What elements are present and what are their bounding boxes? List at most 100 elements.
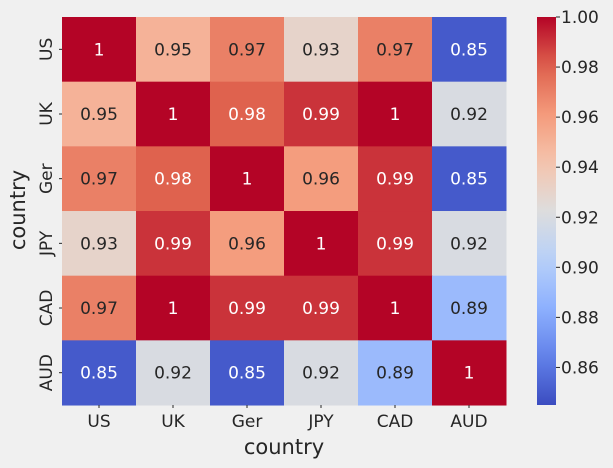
- cell-value-label: 0.95: [154, 40, 192, 60]
- cell-value-label: 0.96: [302, 170, 340, 190]
- cell-value-label: 1: [390, 105, 401, 125]
- y-tick-label: AUD: [37, 354, 57, 391]
- cell-value-label: 0.93: [302, 40, 340, 60]
- x-tick-label: US: [87, 412, 110, 432]
- heatmap-cell: [284, 275, 359, 341]
- cell-value-label: 0.89: [450, 299, 488, 319]
- heatmap-cell: [284, 340, 359, 406]
- cell-value-label: 0.99: [228, 299, 266, 319]
- y-tick-label: UK: [37, 101, 57, 125]
- cell-value-label: 0.97: [376, 40, 414, 60]
- heatmap-cell: [62, 81, 137, 147]
- colorbar-tick-label: 1.00: [561, 8, 599, 28]
- cell-value-label: 0.93: [80, 234, 118, 254]
- cell-value-label: 0.85: [450, 40, 488, 60]
- cell-value-label: 0.97: [80, 299, 118, 319]
- heatmap-cell: [358, 211, 433, 277]
- colorbar-tick-label: 0.88: [561, 308, 599, 328]
- x-tick-label: JPY: [307, 412, 334, 432]
- cell-value-label: 1: [168, 105, 179, 125]
- heatmap-cell: [62, 146, 137, 212]
- colorbar-tick-label: 0.92: [561, 208, 599, 228]
- heatmap-cell: [62, 275, 137, 341]
- colorbar-ticks: 1.00 0.98 0.96 0.94 0.92 0.90 0.88 0.86: [556, 8, 599, 378]
- y-tick-label: US: [37, 38, 57, 61]
- heatmap-cell: [358, 146, 433, 212]
- cell-value-label: 1: [242, 170, 253, 190]
- cell-value-label: 1: [94, 40, 105, 60]
- heatmap-cell: [136, 17, 211, 83]
- cell-value-label: 1: [390, 299, 401, 319]
- heatmap-cell: [432, 146, 507, 212]
- cell-value-label: 0.92: [154, 364, 192, 384]
- cell-value-label: 0.97: [80, 170, 118, 190]
- heatmap-cell: [136, 211, 211, 277]
- cell-value-label: 0.99: [376, 234, 414, 254]
- heatmap-cell: [136, 275, 211, 341]
- cell-value-label: 0.92: [450, 234, 488, 254]
- heatmap-cell: [210, 81, 285, 147]
- heatmap-cell: [432, 275, 507, 341]
- heatmap-cell: [284, 146, 359, 212]
- heatmap-cell: [210, 340, 285, 406]
- cell-value-label: 1: [464, 364, 475, 384]
- cell-value-label: 0.89: [376, 364, 414, 384]
- cell-value-label: 0.85: [80, 364, 118, 384]
- heatmap-cell: [62, 340, 137, 406]
- cell-value-label: 0.96: [228, 234, 266, 254]
- y-axis-label: country: [6, 170, 30, 250]
- heatmap-cell: [432, 17, 507, 83]
- heatmap-cell: [210, 146, 285, 212]
- heatmap-cell: [358, 17, 433, 83]
- heatmap-cell: [210, 211, 285, 277]
- cell-value-label: 0.92: [450, 105, 488, 125]
- y-tick-label: CAD: [37, 290, 57, 327]
- heatmap-cell: [432, 340, 507, 406]
- colorbar-tick-label: 0.94: [561, 158, 599, 178]
- heatmap-cell: [284, 211, 359, 277]
- heatmap-cell: [210, 275, 285, 341]
- cell-value-label: 0.99: [154, 234, 192, 254]
- x-tick-label: AUD: [450, 412, 487, 432]
- cell-value-label: 0.99: [302, 105, 340, 125]
- x-axis-label: country: [244, 435, 324, 459]
- heatmap-cell: [136, 81, 211, 147]
- heatmap-cell: [432, 81, 507, 147]
- heatmap-cell: [358, 81, 433, 147]
- cell-value-label: 0.92: [302, 364, 340, 384]
- colorbar: [537, 17, 556, 405]
- x-tick-label: CAD: [377, 412, 414, 432]
- y-tick-label: Ger: [37, 163, 57, 194]
- colorbar-tick-label: 0.96: [561, 108, 599, 128]
- cell-value-label: 0.97: [228, 40, 266, 60]
- x-tick-label: Ger: [232, 412, 263, 432]
- heatmap-cell: [358, 275, 433, 341]
- heatmap-cell: [62, 211, 137, 277]
- colorbar-tick-label: 0.90: [561, 258, 599, 278]
- cell-value-label: 0.95: [80, 105, 118, 125]
- heatmap-cell: [210, 17, 285, 83]
- heatmap-cell: [62, 17, 137, 83]
- x-tick-labels: US UK Ger JPY CAD AUD: [87, 405, 488, 432]
- colorbar-tick-label: 0.86: [561, 358, 599, 378]
- x-tick-label: UK: [161, 412, 185, 432]
- cell-value-label: 0.99: [376, 170, 414, 190]
- y-tick-label: JPY: [37, 230, 57, 257]
- heatmap-cell: [136, 146, 211, 212]
- heatmap-cells: 1 0.95 0.97 0.93 0.97 0.85 0.95 1 0.98 0.99 1 0.92 0…: [62, 17, 507, 406]
- cell-value-label: 0.85: [450, 170, 488, 190]
- cell-value-label: 0.85: [228, 364, 266, 384]
- colorbar-tick-label: 0.98: [561, 58, 599, 78]
- heatmap-cell: [358, 340, 433, 406]
- heatmap-cell: [432, 211, 507, 277]
- cell-value-label: 0.99: [302, 299, 340, 319]
- cell-value-label: 0.98: [154, 170, 192, 190]
- heatmap-cell: [136, 340, 211, 406]
- heatmap-cell: [284, 17, 359, 83]
- cell-value-label: 1: [316, 234, 327, 254]
- y-tick-labels: US UK Ger JPY CAD AUD: [37, 38, 62, 391]
- cell-value-label: 0.98: [228, 105, 266, 125]
- heatmap-cell: [284, 81, 359, 147]
- cell-value-label: 1: [168, 299, 179, 319]
